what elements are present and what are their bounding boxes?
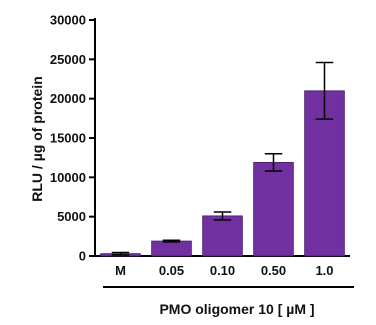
y-tick-label: 30000: [50, 13, 86, 28]
y-tick-label: 0: [79, 249, 86, 264]
bar-0.05: [151, 240, 192, 257]
y-tick-label: 20000: [50, 91, 86, 106]
x-tick-label: 0.05: [159, 263, 184, 278]
y-axis-label: RLU / µg of protein: [29, 76, 45, 202]
x-axis-ticks: M 0.05 0.10 0.50 1.0: [115, 263, 333, 278]
bar-0.50: [253, 161, 294, 257]
y-axis-ticks: 0 5000 10000 15000 20000 25000 30000: [50, 13, 95, 264]
x-tick-label: M: [115, 263, 126, 278]
x-tick-label: 0.50: [261, 263, 286, 278]
y-tick-label: 15000: [50, 131, 86, 146]
x-tick-label: 1.0: [315, 263, 333, 278]
y-tick-label: 25000: [50, 52, 86, 67]
chart-error-bars: [111, 61, 334, 256]
y-tick-label: 10000: [50, 170, 86, 185]
chart-bars: [100, 90, 345, 257]
x-axis-label: PMO oligomer 10 [ µM ]: [159, 301, 314, 317]
x-tick-label: 0.10: [210, 263, 235, 278]
y-tick-label: 5000: [57, 209, 86, 224]
bar-0.10: [202, 215, 243, 257]
